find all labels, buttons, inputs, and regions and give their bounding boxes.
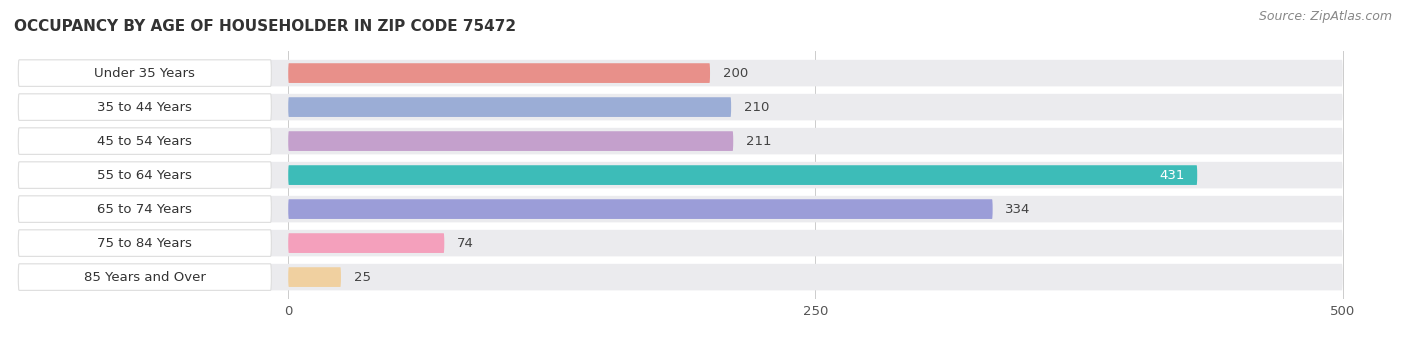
FancyBboxPatch shape [18, 196, 271, 222]
FancyBboxPatch shape [18, 162, 1343, 188]
Text: 85 Years and Over: 85 Years and Over [84, 271, 205, 284]
FancyBboxPatch shape [18, 94, 1343, 120]
FancyBboxPatch shape [18, 60, 271, 86]
Text: 431: 431 [1159, 169, 1185, 182]
Text: 45 to 54 Years: 45 to 54 Years [97, 135, 193, 148]
FancyBboxPatch shape [18, 60, 1343, 86]
FancyBboxPatch shape [18, 264, 1343, 290]
FancyBboxPatch shape [288, 97, 731, 117]
FancyBboxPatch shape [288, 165, 1198, 185]
Text: Source: ZipAtlas.com: Source: ZipAtlas.com [1258, 10, 1392, 23]
FancyBboxPatch shape [18, 128, 271, 154]
FancyBboxPatch shape [18, 162, 271, 188]
Text: 211: 211 [747, 135, 772, 148]
Text: OCCUPANCY BY AGE OF HOUSEHOLDER IN ZIP CODE 75472: OCCUPANCY BY AGE OF HOUSEHOLDER IN ZIP C… [14, 19, 516, 34]
FancyBboxPatch shape [288, 267, 342, 287]
Text: Under 35 Years: Under 35 Years [94, 67, 195, 80]
Text: 65 to 74 Years: 65 to 74 Years [97, 203, 193, 216]
Text: 74: 74 [457, 237, 474, 250]
Text: 334: 334 [1005, 203, 1031, 216]
Text: 200: 200 [723, 67, 748, 80]
FancyBboxPatch shape [18, 94, 271, 120]
FancyBboxPatch shape [18, 264, 271, 290]
FancyBboxPatch shape [288, 63, 710, 83]
Text: 25: 25 [354, 271, 371, 284]
FancyBboxPatch shape [18, 196, 1343, 222]
FancyBboxPatch shape [288, 233, 444, 253]
Text: 75 to 84 Years: 75 to 84 Years [97, 237, 193, 250]
FancyBboxPatch shape [18, 230, 271, 256]
Text: 35 to 44 Years: 35 to 44 Years [97, 101, 193, 114]
FancyBboxPatch shape [18, 128, 1343, 154]
FancyBboxPatch shape [18, 230, 1343, 256]
Text: 210: 210 [744, 101, 769, 114]
FancyBboxPatch shape [288, 131, 734, 151]
FancyBboxPatch shape [288, 199, 993, 219]
Text: 55 to 64 Years: 55 to 64 Years [97, 169, 193, 182]
